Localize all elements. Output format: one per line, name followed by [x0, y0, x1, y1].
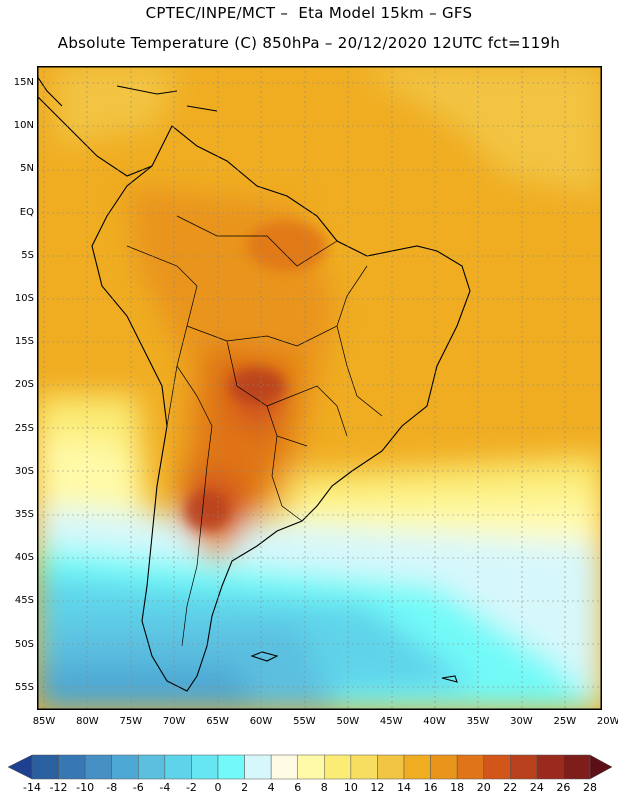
colorbar-swatch	[217, 754, 245, 780]
lat-label: 10N	[13, 120, 34, 132]
colorbar-swatch	[244, 754, 272, 780]
lon-label: 30W	[510, 716, 533, 727]
colorbar-swatch	[456, 754, 484, 780]
colorbar-label: -8	[106, 781, 118, 794]
colorbar-label: 16	[423, 781, 438, 794]
colorbar-swatch	[164, 754, 192, 780]
coastlines	[37, 75, 471, 692]
hot-spots	[185, 221, 327, 531]
colorbar-label: 18	[450, 781, 465, 794]
lat-label: 50S	[14, 638, 34, 650]
lat-label: 40S	[14, 552, 34, 564]
colorbar-swatch	[377, 754, 405, 780]
colorbar-swatch	[297, 754, 325, 780]
lat-label: 15N	[13, 77, 34, 88]
colorbar-label: 6	[294, 781, 302, 794]
country-borders	[126, 215, 383, 647]
lat-label: 55S	[14, 681, 34, 693]
colorbar-label: 8	[320, 781, 328, 794]
colorbar-swatch	[483, 754, 511, 780]
colorbar-swatch	[111, 754, 139, 780]
colorbar-swatch	[270, 754, 298, 780]
colorbar-label: 0	[214, 781, 222, 794]
colorbar-label: -4	[159, 781, 171, 794]
temperature-map	[37, 66, 602, 710]
colorbar-arrow-high	[589, 754, 613, 780]
colorbar-label: 14	[397, 781, 411, 794]
lon-label: 45W	[379, 716, 403, 727]
lon-label: 65W	[206, 716, 229, 727]
colorbar-swatch	[510, 754, 538, 780]
colorbar-label: 24	[529, 781, 544, 794]
lat-label: 5N	[20, 163, 34, 175]
colorbar-label: 12	[370, 781, 385, 794]
lat-label: 45S	[14, 595, 34, 607]
lat-label: 20S	[14, 379, 34, 391]
colorbar-label: 20	[476, 781, 491, 794]
lat-label: 5S	[21, 249, 34, 261]
lon-label: 85W	[32, 716, 56, 727]
colorbar-label: -2	[185, 781, 197, 794]
colorbar-swatch	[84, 754, 112, 780]
lat-label: 25S	[14, 422, 34, 434]
colorbar-label: 10	[343, 781, 358, 794]
lat-label: 30S	[14, 465, 34, 477]
colorbar-swatch	[58, 754, 86, 780]
colorbar-label: 2	[241, 781, 249, 794]
colorbar	[7, 754, 613, 780]
lon-label: 35W	[466, 716, 490, 727]
lat-label: 35S	[14, 509, 34, 520]
lat-label: EQ	[19, 206, 34, 218]
lon-label: 20W	[596, 716, 618, 727]
colorbar-label: -6	[132, 781, 144, 794]
title-line-1: CPTEC/INPE/MCT – Eta Model 15km – GFS	[145, 4, 473, 22]
lon-label: 60W	[249, 716, 273, 727]
colorbar-label: -10	[76, 781, 95, 794]
lon-label: 50W	[336, 716, 360, 727]
lon-label: 55W	[293, 716, 316, 727]
colorbar-swatch	[536, 754, 564, 780]
lon-label: 75W	[119, 716, 143, 727]
colorbar-swatch	[430, 754, 458, 780]
map-canvas	[37, 66, 602, 710]
lon-label: 25W	[553, 716, 577, 727]
colorbar-label: 26	[556, 781, 571, 794]
map-frame	[37, 66, 602, 710]
lon-label: 70W	[162, 716, 186, 727]
lat-label: 10S	[14, 293, 34, 304]
colorbar-arrow-low	[7, 754, 33, 780]
colorbar-label: 4	[267, 781, 275, 794]
colorbar-label: 22	[503, 781, 518, 794]
lon-label: 80W	[76, 716, 99, 727]
colorbar-swatch	[138, 754, 166, 780]
title-line-2: Absolute Temperature (C) 850hPa – 20/12/…	[57, 34, 561, 52]
colorbar-label: -12	[49, 781, 68, 794]
colorbar-swatch	[563, 754, 591, 780]
lon-label: 40W	[423, 716, 446, 727]
graticule	[37, 66, 602, 710]
colorbar-swatch	[403, 754, 431, 780]
lat-label: 15S	[14, 336, 34, 348]
colorbar-swatch	[191, 754, 219, 780]
colorbar-label: 28	[583, 781, 597, 794]
colorbar-label: -14	[23, 781, 41, 794]
colorbar-swatch	[350, 754, 378, 780]
colorbar-swatch	[31, 754, 59, 780]
colorbar-swatch	[324, 754, 352, 780]
